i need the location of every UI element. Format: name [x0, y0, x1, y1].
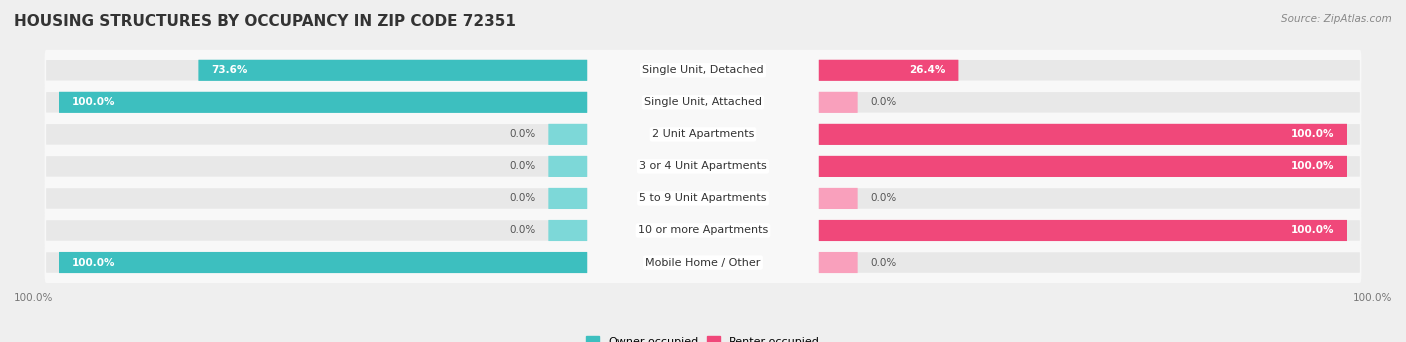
FancyBboxPatch shape: [45, 210, 1361, 251]
FancyBboxPatch shape: [818, 60, 1360, 81]
FancyBboxPatch shape: [818, 156, 1347, 177]
Text: Single Unit, Attached: Single Unit, Attached: [644, 97, 762, 107]
FancyBboxPatch shape: [45, 178, 1361, 219]
FancyBboxPatch shape: [818, 220, 1360, 241]
Text: Mobile Home / Other: Mobile Home / Other: [645, 258, 761, 267]
Text: 2 Unit Apartments: 2 Unit Apartments: [652, 129, 754, 140]
FancyBboxPatch shape: [548, 220, 588, 241]
FancyBboxPatch shape: [818, 252, 858, 273]
FancyBboxPatch shape: [46, 220, 588, 241]
FancyBboxPatch shape: [818, 188, 858, 209]
FancyBboxPatch shape: [45, 146, 1361, 187]
FancyBboxPatch shape: [818, 220, 1347, 241]
Text: 100.0%: 100.0%: [1291, 225, 1334, 236]
Text: 100.0%: 100.0%: [1291, 161, 1334, 171]
FancyBboxPatch shape: [46, 60, 588, 81]
Text: 100.0%: 100.0%: [14, 293, 53, 303]
Text: 100.0%: 100.0%: [72, 97, 115, 107]
Text: 0.0%: 0.0%: [509, 129, 536, 140]
Legend: Owner-occupied, Renter-occupied: Owner-occupied, Renter-occupied: [581, 332, 825, 342]
Text: 0.0%: 0.0%: [870, 258, 897, 267]
Text: 0.0%: 0.0%: [870, 194, 897, 203]
FancyBboxPatch shape: [45, 82, 1361, 123]
Text: 0.0%: 0.0%: [509, 225, 536, 236]
Text: 73.6%: 73.6%: [211, 65, 247, 75]
Text: 0.0%: 0.0%: [870, 97, 897, 107]
FancyBboxPatch shape: [548, 124, 588, 145]
FancyBboxPatch shape: [548, 156, 588, 177]
Text: 10 or more Apartments: 10 or more Apartments: [638, 225, 768, 236]
Text: 0.0%: 0.0%: [509, 194, 536, 203]
FancyBboxPatch shape: [818, 92, 1360, 113]
FancyBboxPatch shape: [45, 114, 1361, 155]
Text: Source: ZipAtlas.com: Source: ZipAtlas.com: [1281, 14, 1392, 24]
FancyBboxPatch shape: [818, 124, 1360, 145]
FancyBboxPatch shape: [59, 252, 588, 273]
FancyBboxPatch shape: [45, 50, 1361, 91]
Text: 3 or 4 Unit Apartments: 3 or 4 Unit Apartments: [640, 161, 766, 171]
FancyBboxPatch shape: [818, 92, 858, 113]
FancyBboxPatch shape: [59, 92, 588, 113]
Text: 26.4%: 26.4%: [910, 65, 945, 75]
FancyBboxPatch shape: [818, 60, 959, 81]
FancyBboxPatch shape: [46, 92, 588, 113]
FancyBboxPatch shape: [818, 124, 1347, 145]
FancyBboxPatch shape: [46, 124, 588, 145]
FancyBboxPatch shape: [46, 252, 588, 273]
Text: 100.0%: 100.0%: [1353, 293, 1392, 303]
FancyBboxPatch shape: [818, 156, 1360, 177]
FancyBboxPatch shape: [818, 188, 1360, 209]
Text: HOUSING STRUCTURES BY OCCUPANCY IN ZIP CODE 72351: HOUSING STRUCTURES BY OCCUPANCY IN ZIP C…: [14, 14, 516, 29]
Text: 0.0%: 0.0%: [509, 161, 536, 171]
FancyBboxPatch shape: [198, 60, 588, 81]
Text: 100.0%: 100.0%: [72, 258, 115, 267]
FancyBboxPatch shape: [818, 252, 1360, 273]
Text: Single Unit, Detached: Single Unit, Detached: [643, 65, 763, 75]
Text: 100.0%: 100.0%: [1291, 129, 1334, 140]
FancyBboxPatch shape: [548, 188, 588, 209]
FancyBboxPatch shape: [45, 242, 1361, 283]
FancyBboxPatch shape: [46, 156, 588, 177]
Text: 5 to 9 Unit Apartments: 5 to 9 Unit Apartments: [640, 194, 766, 203]
FancyBboxPatch shape: [46, 188, 588, 209]
